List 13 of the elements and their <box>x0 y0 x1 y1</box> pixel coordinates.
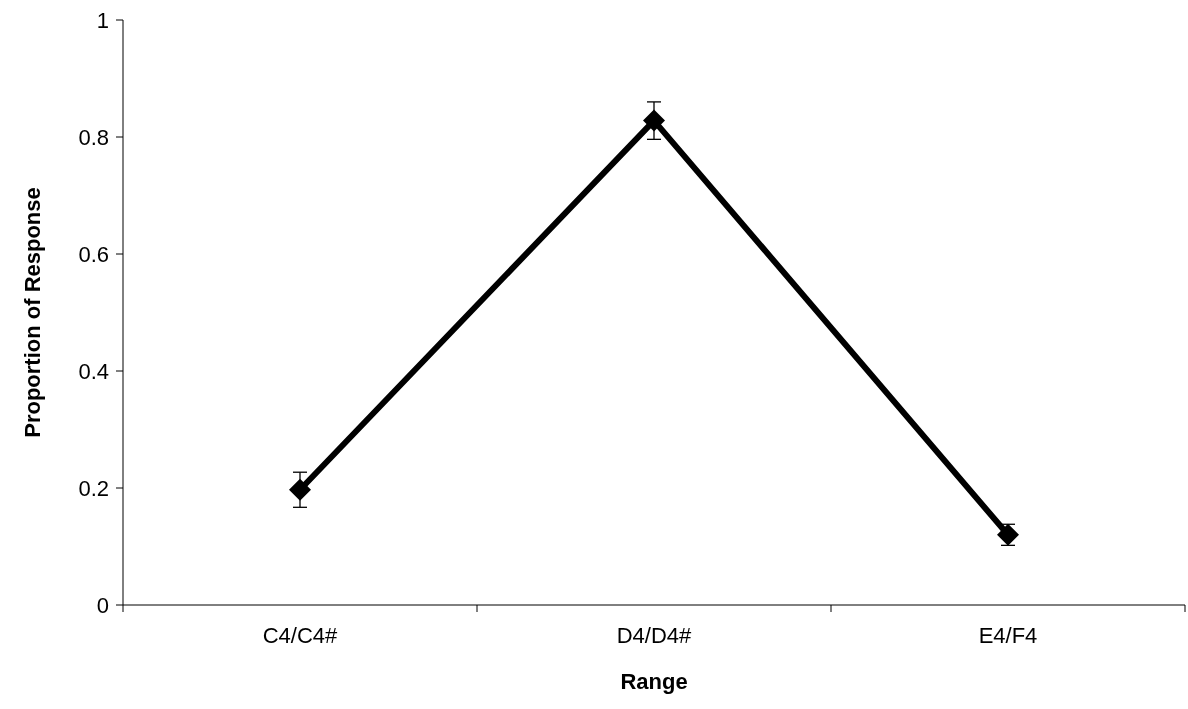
x-axis-title: Range <box>620 669 688 694</box>
point <box>643 109 665 132</box>
y-tick-label: 0.8 <box>78 124 109 150</box>
x-tick-label: E4/F4 <box>978 623 1038 648</box>
y-tick-label: 0 <box>96 592 109 618</box>
y-tick-label: 0.6 <box>78 241 109 267</box>
y-axis-title: Proportion of Response <box>20 187 45 438</box>
y-tick-label: 0.4 <box>78 358 109 384</box>
point <box>289 478 311 501</box>
x-tick-label: D4/D4# <box>616 623 693 648</box>
y-tick-label: 0.2 <box>78 475 109 501</box>
y-tick-label: 1 <box>96 7 109 33</box>
x-tick-label: C4/C4# <box>262 623 339 648</box>
